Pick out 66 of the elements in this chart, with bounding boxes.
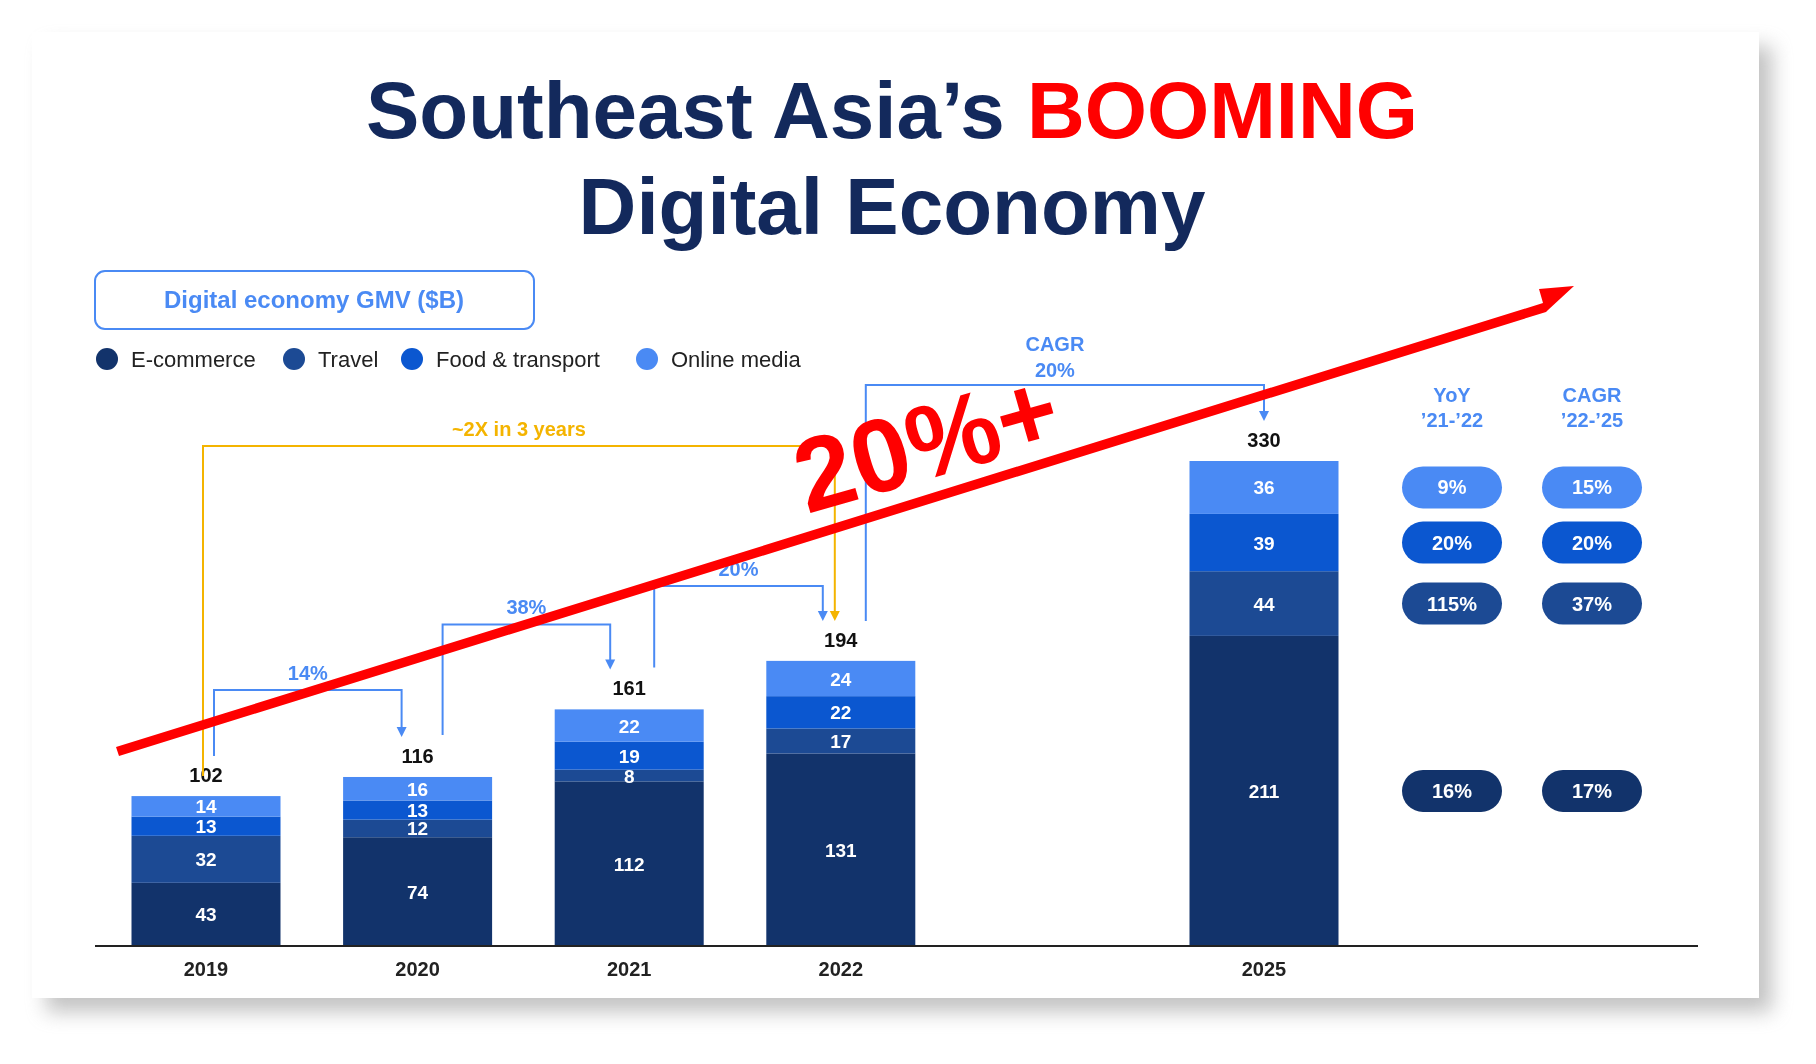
bar: [766, 753, 916, 946]
bar: [343, 837, 493, 946]
data-label: 112: [613, 853, 645, 875]
total-label: 194: [824, 628, 859, 651]
bar: [1189, 635, 1339, 946]
bar: [343, 776, 493, 801]
data-label: 44: [1253, 593, 1275, 615]
total-label: 330: [1247, 429, 1281, 451]
data-label: 22: [830, 702, 852, 724]
data-label: 39: [1253, 532, 1275, 554]
x-tick-label: 2022: [818, 958, 864, 980]
data-label: 24: [830, 668, 852, 690]
text: 15%: [1571, 476, 1613, 499]
text: 115%: [1426, 592, 1478, 615]
total-label: 116: [401, 744, 434, 767]
x-tick-label: 2020: [395, 958, 440, 980]
bar: [1189, 513, 1339, 572]
data-label: 74: [407, 881, 429, 903]
data-label: 13: [195, 816, 217, 838]
bar: [1189, 571, 1339, 636]
total-label: 161: [612, 677, 646, 700]
data-label: 22: [618, 715, 640, 737]
bar: [554, 741, 704, 770]
text: 37%: [1571, 592, 1613, 615]
text: 16%: [1431, 779, 1473, 802]
legend-label: Travel: [318, 347, 379, 372]
text: CAGR 20%: [1025, 333, 1085, 381]
text: CAGR ’22-’25: [1560, 384, 1624, 431]
bar: [766, 660, 916, 697]
data-label: 8: [623, 765, 635, 787]
x-tick-label: 2025: [1241, 958, 1287, 980]
data-label: 19: [618, 745, 640, 767]
chart-title: Southeast Asia’s BOOMING Digital Economy: [365, 66, 1419, 251]
legend-label: E-commerce: [131, 347, 256, 372]
bar: [343, 800, 493, 820]
x-tick-label: 2019: [183, 958, 229, 980]
bar: [343, 819, 493, 838]
bar: [766, 696, 916, 729]
legend-label: Online media: [671, 347, 802, 372]
bar: [1189, 461, 1339, 514]
annotation: 38%: [506, 596, 547, 619]
chart-subtitle: Digital economy GMV ($B): [163, 286, 465, 313]
text: 20%: [1431, 531, 1473, 554]
bar: [131, 816, 281, 836]
x-tick-label: 2021: [606, 958, 652, 980]
text: 17%: [1571, 779, 1613, 802]
data-label: 36: [1253, 477, 1275, 499]
data-label: 43: [195, 904, 217, 926]
bar: [131, 882, 281, 946]
bar: [554, 709, 704, 742]
bar: [766, 728, 916, 754]
data-label: 14: [195, 796, 217, 818]
bar: [554, 781, 704, 946]
bar: [131, 796, 281, 817]
text: YoY ’21-’22: [1420, 384, 1484, 431]
text: 20%: [1571, 531, 1613, 554]
annotation: 14%: [287, 661, 329, 684]
data-label: 16: [407, 778, 429, 800]
data-label: 211: [1248, 780, 1280, 802]
data-label: 17: [830, 730, 852, 752]
data-label: 131: [824, 839, 858, 861]
data-label: 32: [195, 849, 217, 871]
text: 9%: [1437, 476, 1467, 499]
bar: [131, 835, 281, 883]
legend-label: Food & transport: [436, 347, 600, 372]
text: ~2X in 3 years: [451, 417, 586, 440]
